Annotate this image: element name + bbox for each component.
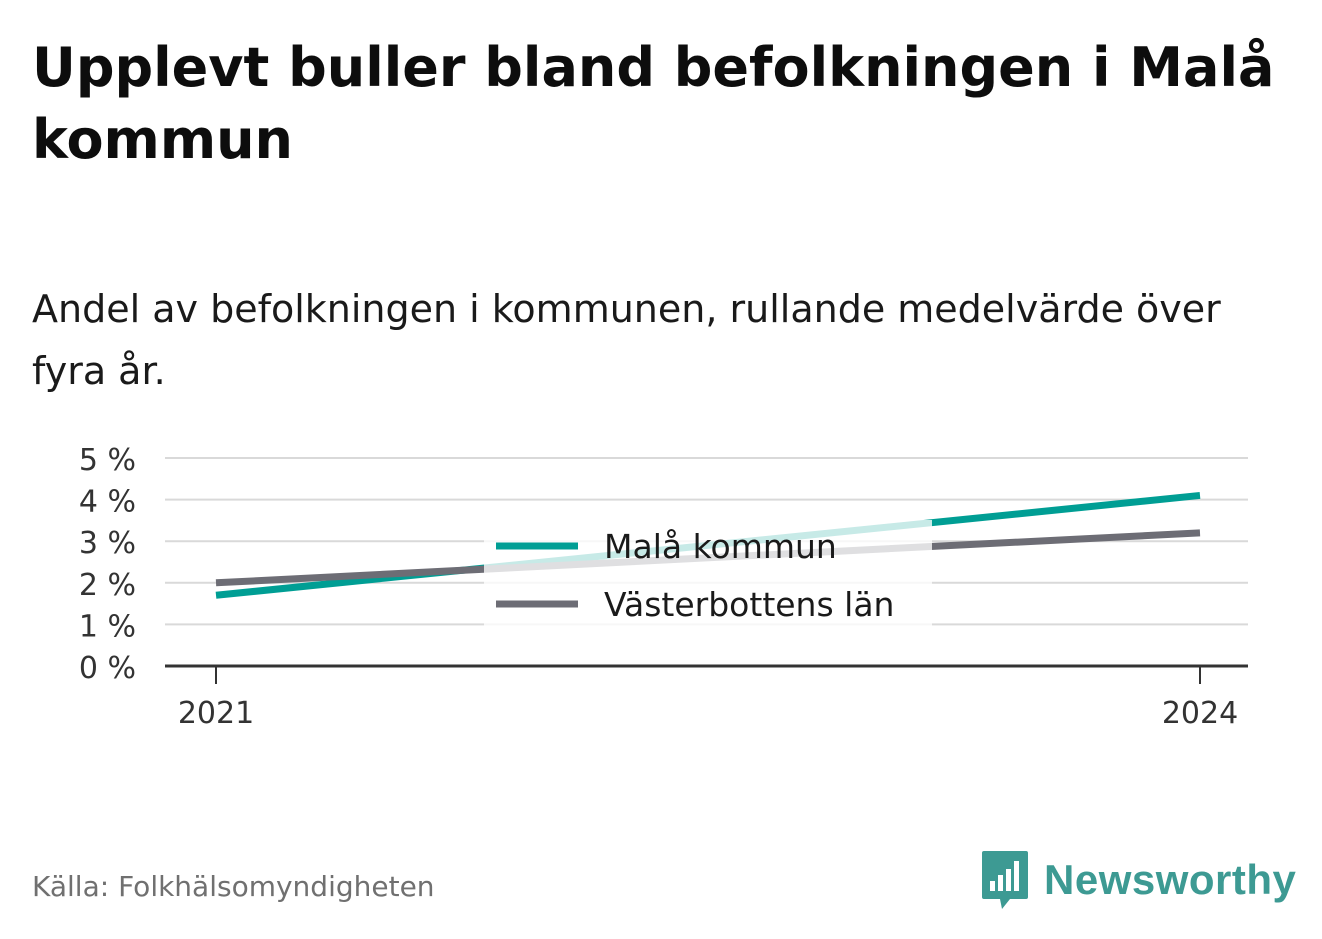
y-axis-ticks: 0 % 1 % 2 % 3 % 4 % 5 %	[79, 443, 136, 686]
x-tick-label: 2021	[178, 696, 254, 731]
y-tick-label: 1 %	[79, 609, 136, 644]
x-axis: 2021 2024	[165, 664, 1248, 731]
y-tick-label: 4 %	[79, 485, 136, 520]
y-tick-label: 0 %	[79, 651, 136, 686]
chart-subtitle: Andel av befolkningen i kommunen, rullan…	[32, 287, 1221, 393]
brand-name: Newsworthy	[1044, 856, 1297, 903]
legend-label: Västerbottens län	[604, 585, 894, 624]
legend-label: Malå kommun	[604, 527, 837, 566]
line-chart: 0 % 1 % 2 % 3 % 4 % 5 % Malå kommun Västerbott…	[79, 443, 1248, 731]
legend: Malå kommun Västerbottens län	[484, 520, 932, 628]
legend-box	[484, 520, 932, 628]
y-tick-label: 2 %	[79, 568, 136, 603]
newsworthy-logo-icon	[982, 851, 1028, 909]
y-tick-label: 5 %	[79, 443, 136, 478]
newsworthy-logo: Newsworthy	[980, 848, 1296, 912]
source-note: Källa: Folkhälsomyndigheten	[32, 870, 435, 903]
x-tick-label: 2024	[1162, 696, 1238, 731]
y-tick-label: 3 %	[79, 526, 136, 561]
chart-title: Upplevt buller bland befolkningen i Malå…	[32, 36, 1275, 171]
